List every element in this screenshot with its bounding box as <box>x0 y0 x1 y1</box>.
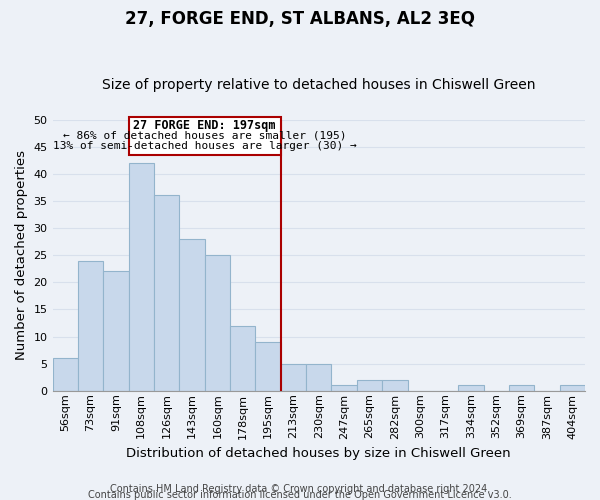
Bar <box>509 386 534 391</box>
Bar <box>154 196 179 391</box>
Bar <box>103 272 128 391</box>
Bar <box>179 239 205 391</box>
X-axis label: Distribution of detached houses by size in Chiswell Green: Distribution of detached houses by size … <box>127 447 511 460</box>
Bar <box>357 380 382 391</box>
Text: ← 86% of detached houses are smaller (195): ← 86% of detached houses are smaller (19… <box>63 131 346 141</box>
Bar <box>331 386 357 391</box>
Bar <box>560 386 585 391</box>
Bar <box>382 380 407 391</box>
Title: Size of property relative to detached houses in Chiswell Green: Size of property relative to detached ho… <box>102 78 536 92</box>
Text: 27, FORGE END, ST ALBANS, AL2 3EQ: 27, FORGE END, ST ALBANS, AL2 3EQ <box>125 10 475 28</box>
Bar <box>256 342 281 391</box>
Bar <box>78 260 103 391</box>
Bar <box>230 326 256 391</box>
FancyBboxPatch shape <box>128 117 281 155</box>
Y-axis label: Number of detached properties: Number of detached properties <box>15 150 28 360</box>
Text: 27 FORGE END: 197sqm: 27 FORGE END: 197sqm <box>133 118 276 132</box>
Text: 13% of semi-detached houses are larger (30) →: 13% of semi-detached houses are larger (… <box>53 142 356 152</box>
Bar <box>53 358 78 391</box>
Bar <box>281 364 306 391</box>
Text: Contains HM Land Registry data © Crown copyright and database right 2024.: Contains HM Land Registry data © Crown c… <box>110 484 490 494</box>
Bar <box>306 364 331 391</box>
Bar <box>458 386 484 391</box>
Bar <box>128 163 154 391</box>
Bar <box>205 255 230 391</box>
Text: Contains public sector information licensed under the Open Government Licence v3: Contains public sector information licen… <box>88 490 512 500</box>
